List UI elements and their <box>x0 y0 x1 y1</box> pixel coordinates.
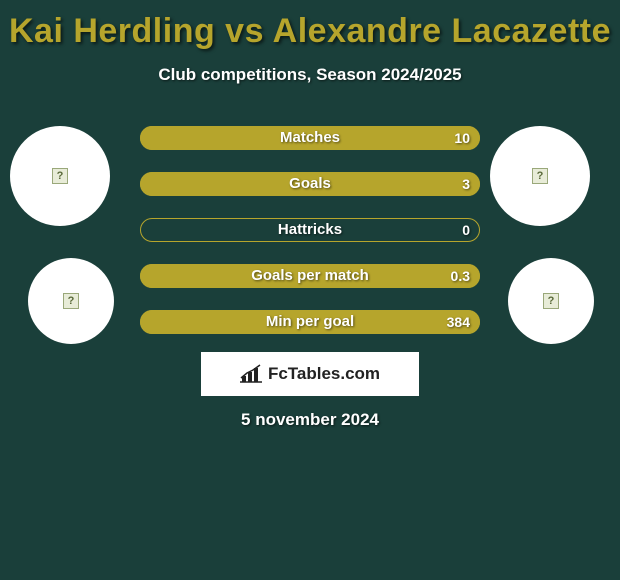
brand-text: FcTables.com <box>268 364 380 384</box>
image-placeholder-icon: ? <box>63 293 79 309</box>
stat-value-right: 3 <box>462 172 470 196</box>
stat-value-right: 0.3 <box>451 264 470 288</box>
stat-bars: Matches10 Goals3 Hattricks0 Goals per match… <box>140 126 480 356</box>
stat-row: Min per goal384 <box>140 310 480 334</box>
avatar-club2: ? <box>508 258 594 344</box>
avatar-player1: ? <box>10 126 110 226</box>
stat-row: Matches10 <box>140 126 480 150</box>
image-placeholder-icon: ? <box>543 293 559 309</box>
stat-row: Goals3 <box>140 172 480 196</box>
bar-outline <box>140 218 480 242</box>
bar-fill-right <box>140 264 480 288</box>
stat-value-right: 0 <box>462 218 470 242</box>
stat-row: Hattricks0 <box>140 218 480 242</box>
brand-chart-icon <box>240 364 264 384</box>
stat-row: Goals per match0.3 <box>140 264 480 288</box>
image-placeholder-icon: ? <box>532 168 548 184</box>
stat-value-right: 10 <box>454 126 470 150</box>
avatar-club1: ? <box>28 258 114 344</box>
brand-box: FcTables.com <box>201 352 419 396</box>
date-text: 5 november 2024 <box>0 410 620 430</box>
stat-value-right: 384 <box>447 310 470 334</box>
page-title: Kai Herdling vs Alexandre Lacazette <box>0 0 620 51</box>
image-placeholder-icon: ? <box>52 168 68 184</box>
bar-fill-right <box>140 172 480 196</box>
subtitle: Club competitions, Season 2024/2025 <box>0 65 620 85</box>
bar-fill-right <box>140 310 480 334</box>
avatar-player2: ? <box>490 126 590 226</box>
bar-fill-right <box>140 126 480 150</box>
comparison-card: Kai Herdling vs Alexandre Lacazette Club… <box>0 0 620 580</box>
